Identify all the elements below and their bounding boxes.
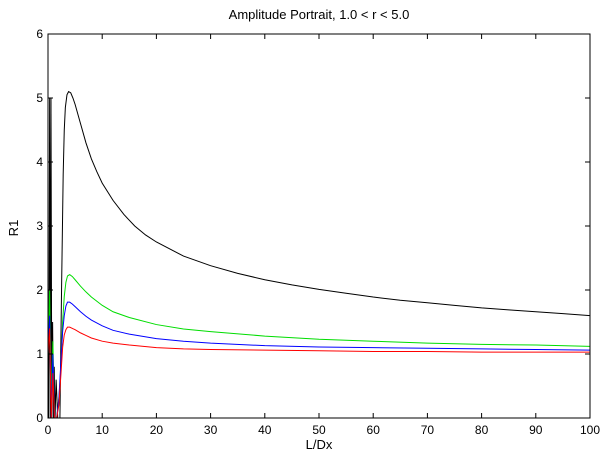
y-tick-label: 1 bbox=[36, 347, 43, 361]
x-tick-label: 50 bbox=[312, 423, 326, 437]
y-tick-label: 6 bbox=[36, 27, 43, 41]
y-axis-ticks: 0 1 2 3 4 5 6 bbox=[36, 27, 590, 425]
x-tick-label: 0 bbox=[45, 423, 52, 437]
x-tick-label: 70 bbox=[421, 423, 435, 437]
x-tick-label: 10 bbox=[96, 423, 110, 437]
y-tick-label: 2 bbox=[36, 283, 43, 297]
x-axis-ticks: 0 10 20 30 40 50 60 70 80 90 100 bbox=[45, 34, 600, 437]
plot-lines bbox=[47, 90, 591, 419]
chart-title: Amplitude Portrait, 1.0 < r < 5.0 bbox=[229, 7, 410, 22]
x-tick-label: 90 bbox=[529, 423, 543, 437]
series-line-2 bbox=[47, 274, 591, 419]
x-tick-label: 80 bbox=[475, 423, 489, 437]
y-tick-label: 0 bbox=[36, 411, 43, 425]
series-line-1 bbox=[48, 90, 591, 419]
y-tick-label: 4 bbox=[36, 155, 43, 169]
plot-frame bbox=[47, 33, 591, 419]
axes bbox=[47, 33, 591, 419]
y-axis-label: R1 bbox=[6, 220, 21, 237]
series-line-4 bbox=[47, 326, 590, 419]
series-line-3 bbox=[47, 301, 591, 419]
x-tick-label: 30 bbox=[204, 423, 218, 437]
x-tick-label: 60 bbox=[367, 423, 381, 437]
x-axis-label: L/Dx bbox=[306, 437, 333, 452]
y-tick-label: 3 bbox=[36, 219, 43, 233]
x-tick-label: 40 bbox=[258, 423, 272, 437]
x-tick-label: 20 bbox=[150, 423, 164, 437]
y-tick-label: 5 bbox=[36, 91, 43, 105]
x-tick-label: 100 bbox=[580, 423, 600, 437]
